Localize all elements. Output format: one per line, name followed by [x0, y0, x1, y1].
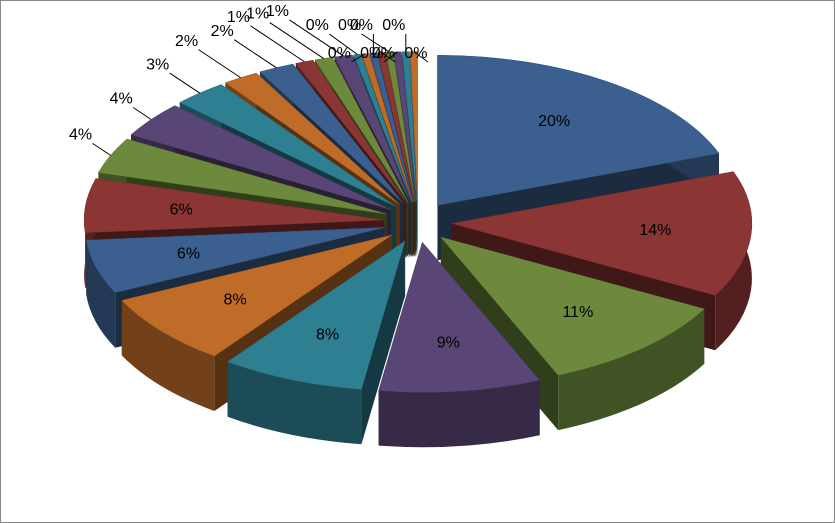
- data-label: 1%: [266, 3, 289, 20]
- leader-line: [381, 52, 396, 63]
- slice-side: [86, 240, 116, 348]
- slice: [361, 53, 413, 202]
- leader-line: [361, 33, 390, 53]
- leader-line: [329, 33, 358, 55]
- slice: [437, 55, 720, 206]
- slice-side: [227, 361, 362, 445]
- leader-line: [289, 19, 344, 57]
- leader-line: [132, 107, 152, 120]
- slice: [377, 52, 415, 202]
- slice: [353, 53, 413, 203]
- data-label: 1%: [227, 9, 250, 26]
- slice: [83, 178, 385, 234]
- data-label: 4%: [110, 91, 133, 108]
- slice: [97, 138, 387, 215]
- slice: [179, 84, 396, 207]
- slice-side: [558, 308, 705, 431]
- data-label: 0%: [360, 45, 383, 62]
- slice-side: [121, 300, 215, 411]
- leader-line: [269, 22, 325, 59]
- slice: [378, 241, 541, 393]
- data-label: 0%: [328, 45, 351, 62]
- data-label: 0%: [404, 45, 427, 62]
- data-label: 14%: [639, 222, 671, 239]
- data-label: 2%: [211, 23, 234, 40]
- slice: [451, 171, 753, 296]
- leader-line: [351, 53, 366, 63]
- slice: [86, 227, 386, 293]
- slice: [440, 236, 705, 376]
- data-label: 0%: [306, 17, 329, 34]
- slice: [401, 51, 418, 202]
- slice: [334, 54, 411, 203]
- data-label: 0%: [338, 17, 361, 34]
- slice: [295, 59, 407, 203]
- data-label: 6%: [170, 201, 193, 218]
- data-label: 6%: [177, 246, 200, 263]
- slice-side: [378, 380, 540, 448]
- leader-line: [233, 39, 277, 69]
- slice: [224, 72, 401, 205]
- leader-line: [169, 72, 200, 94]
- data-label: 20%: [538, 113, 570, 130]
- data-label: 2%: [175, 33, 198, 50]
- slice: [385, 51, 416, 202]
- data-label: 1%: [246, 6, 269, 23]
- slice: [227, 240, 406, 390]
- slice: [259, 63, 404, 204]
- slice: [121, 234, 393, 357]
- leader-line: [92, 142, 111, 156]
- data-label: 4%: [69, 127, 92, 144]
- data-label: 3%: [146, 56, 169, 73]
- data-label: 0%: [382, 17, 405, 34]
- data-label: 9%: [437, 335, 460, 352]
- leader-line: [383, 51, 398, 63]
- data-label: 8%: [316, 326, 339, 343]
- leader-line: [250, 25, 305, 63]
- data-label: 8%: [223, 292, 246, 309]
- data-label: 0%: [350, 17, 373, 34]
- leader-line: [198, 49, 241, 79]
- leader-line: [413, 51, 429, 63]
- data-label: 11%: [562, 304, 593, 321]
- slice: [130, 105, 391, 210]
